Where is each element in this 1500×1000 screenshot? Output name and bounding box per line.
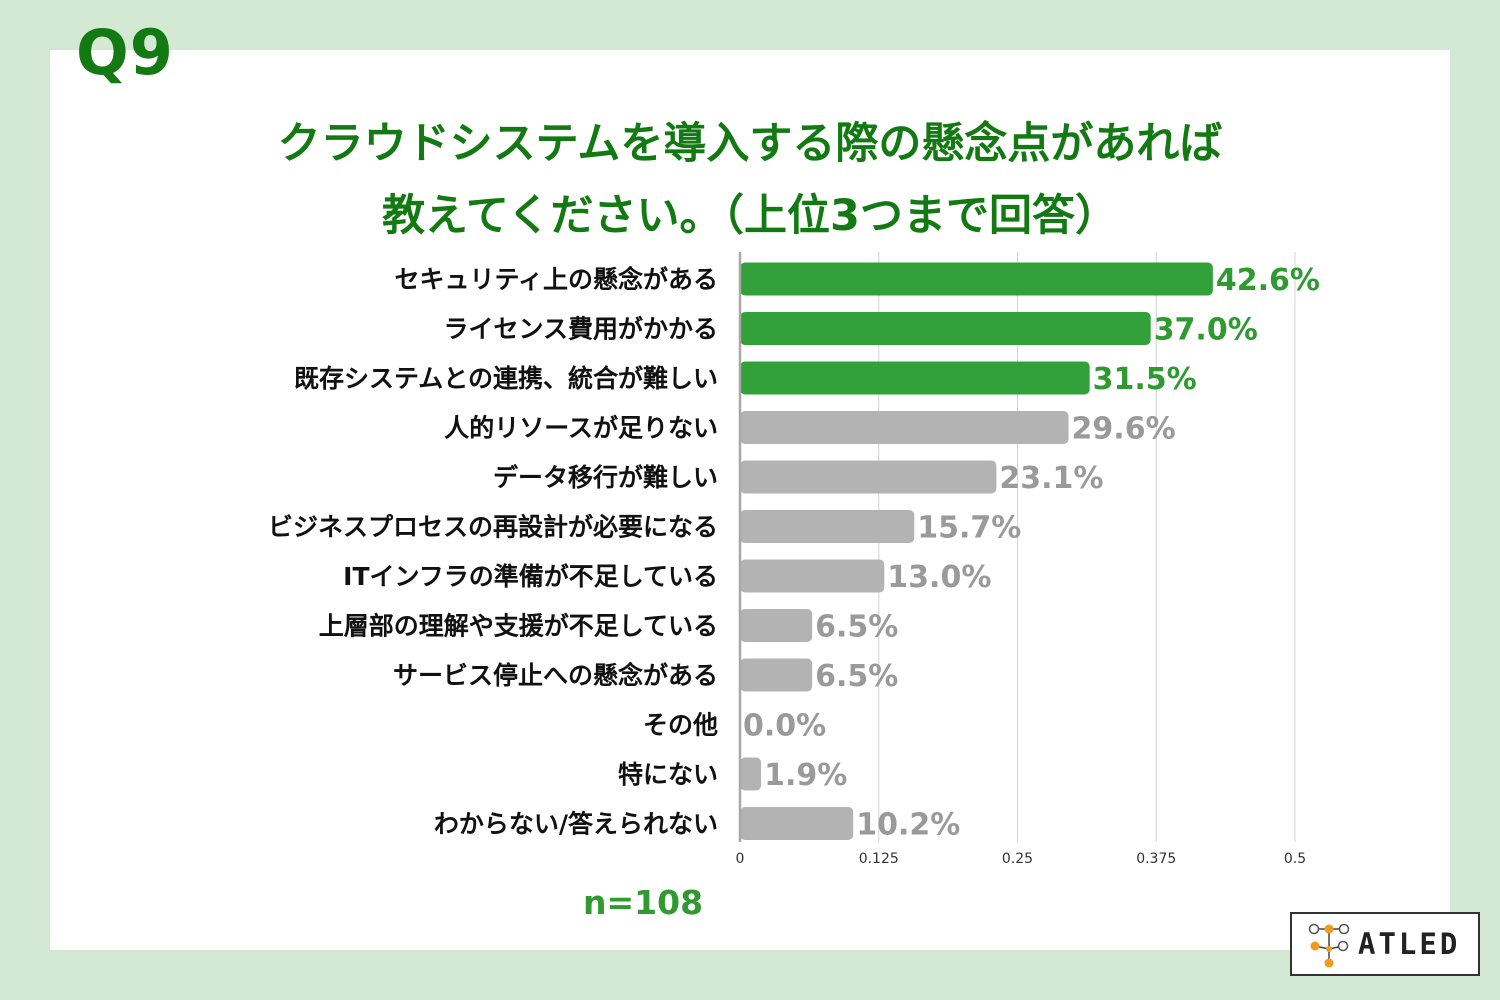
x-tick-label: 0 <box>736 851 745 867</box>
bar <box>740 807 854 840</box>
logo-text: ATLED <box>1358 927 1461 961</box>
x-tick-label: 0.5 <box>1284 851 1306 867</box>
bar <box>740 411 1069 444</box>
bar <box>740 609 813 642</box>
x-tick-label: 0.375 <box>1136 851 1176 867</box>
x-tick-label: 0.125 <box>859 851 899 867</box>
value-label: 23.1% <box>999 461 1103 496</box>
bar <box>740 658 813 692</box>
node-graph-icon <box>1308 923 1350 968</box>
category-label: 特にない <box>618 760 718 789</box>
category-label: サービス停止への懸念がある <box>393 661 718 690</box>
category-label: ITインフラの準備が不足している <box>343 562 718 591</box>
value-label: 42.6% <box>1216 263 1320 298</box>
bar <box>740 510 915 543</box>
value-label: 37.0% <box>1154 313 1258 348</box>
category-label: セキュリティ上の懸念がある <box>394 265 718 294</box>
sample-size: n=108 <box>583 883 704 922</box>
bar <box>740 361 1090 395</box>
company-logo: ATLED <box>1290 912 1480 976</box>
chart-title-line-1: クラウドシステムを導入する際の懸念点があれば <box>277 119 1223 169</box>
category-label: その他 <box>643 711 718 740</box>
chart-title: クラウドシステムを導入する際の懸念点があれば 教えてください。（上位3つまで回答… <box>50 108 1450 252</box>
value-label: 6.5% <box>815 659 898 694</box>
value-label: 13.0% <box>887 560 991 595</box>
value-label: 6.5% <box>815 610 898 645</box>
category-label: ビジネスプロセスの再設計が必要になる <box>268 513 718 542</box>
bar <box>740 312 1151 345</box>
value-label: 1.9% <box>764 758 847 793</box>
x-tick-label: 0.25 <box>1002 851 1033 867</box>
chart-title-line-2: 教えてください。（上位3つまで回答） <box>382 191 1118 241</box>
chart-card <box>50 50 1450 950</box>
category-label: わからない/答えられない <box>434 810 718 839</box>
category-label: 人的リソースが足りない <box>444 414 718 443</box>
value-label: 29.6% <box>1072 412 1176 447</box>
value-label: 10.2% <box>856 808 960 843</box>
category-label: ライセンス費用がかかる <box>443 315 718 344</box>
value-label: 15.7% <box>917 511 1021 546</box>
category-label: データ移行が難しい <box>493 463 718 492</box>
value-label: 0.0% <box>743 709 826 744</box>
question-number: Q9 <box>76 16 174 89</box>
bar <box>740 460 997 494</box>
category-label: 既存システムとの連携、統合が難しい <box>294 364 718 393</box>
bar <box>740 262 1213 296</box>
value-label: 31.5% <box>1093 362 1197 397</box>
bar <box>740 559 885 593</box>
category-label: 上層部の理解や支援が不足している <box>319 612 718 641</box>
bar <box>740 757 762 791</box>
